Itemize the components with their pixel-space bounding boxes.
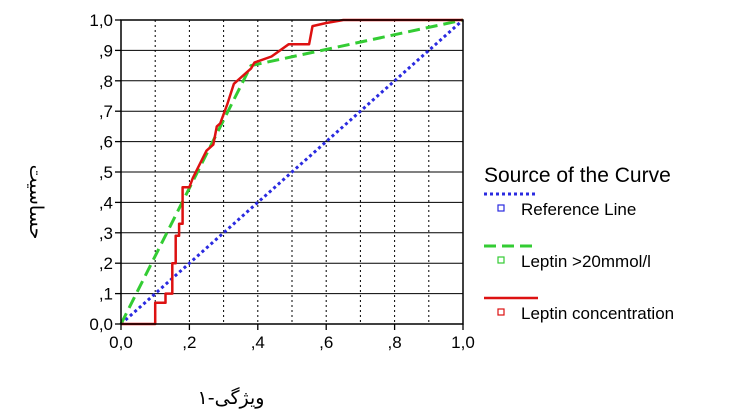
x-tick-label: ,4	[251, 333, 265, 352]
x-tick-label: 0,0	[109, 333, 133, 352]
x-tick-label: ,6	[319, 333, 333, 352]
y-tick-label: ,4	[99, 193, 113, 212]
y-tick-label: 0,0	[89, 315, 113, 334]
y-tick-label: ,2	[99, 254, 113, 273]
y-tick-label: ,9	[99, 41, 113, 60]
grid	[121, 20, 463, 324]
y-tick-label: ,3	[99, 224, 113, 243]
x-axis-title: ویژگی-۱	[198, 386, 265, 409]
x-tick-label: 1,0	[451, 333, 475, 352]
y-tick-label: ,1	[99, 285, 113, 304]
x-tick-label: ,8	[388, 333, 402, 352]
legend-marker	[497, 256, 505, 264]
y-tick-label: ,8	[99, 72, 113, 91]
legend: Source of the Curve Reference Line Leptin…	[484, 164, 674, 323]
series-line-leptin-20mmol-l	[119, 18, 464, 325]
legend-label: Leptin concentration	[521, 304, 674, 323]
legend-label: Reference Line	[521, 200, 636, 219]
y-tick-label: ,5	[99, 163, 113, 182]
y-tick-label: ,7	[99, 102, 113, 121]
legend-items: Reference Line Leptin >20mmol/l Leptin con…	[484, 192, 674, 323]
legend-label: Leptin >20mmol/l	[521, 252, 651, 271]
y-axis-title: حساسیت	[25, 165, 47, 240]
series-line-leptin-concentration	[121, 18, 463, 326]
legend-marker	[497, 308, 505, 316]
ticks: 0,0 ,1 ,2 ,3 ,4 ,5 ,6 ,7 ,8 ,9 1,0 0,0 ,2 ,4 ,6 ,8 1,0	[89, 11, 474, 352]
legend-marker	[497, 204, 505, 212]
series-line-reference-line	[120, 18, 464, 326]
y-tick-label: 1,0	[89, 11, 113, 30]
series-layer	[119, 18, 464, 326]
x-tick-label: ,2	[182, 333, 196, 352]
y-tick-label: ,6	[99, 133, 113, 152]
legend-title: Source of the Curve	[484, 164, 671, 187]
